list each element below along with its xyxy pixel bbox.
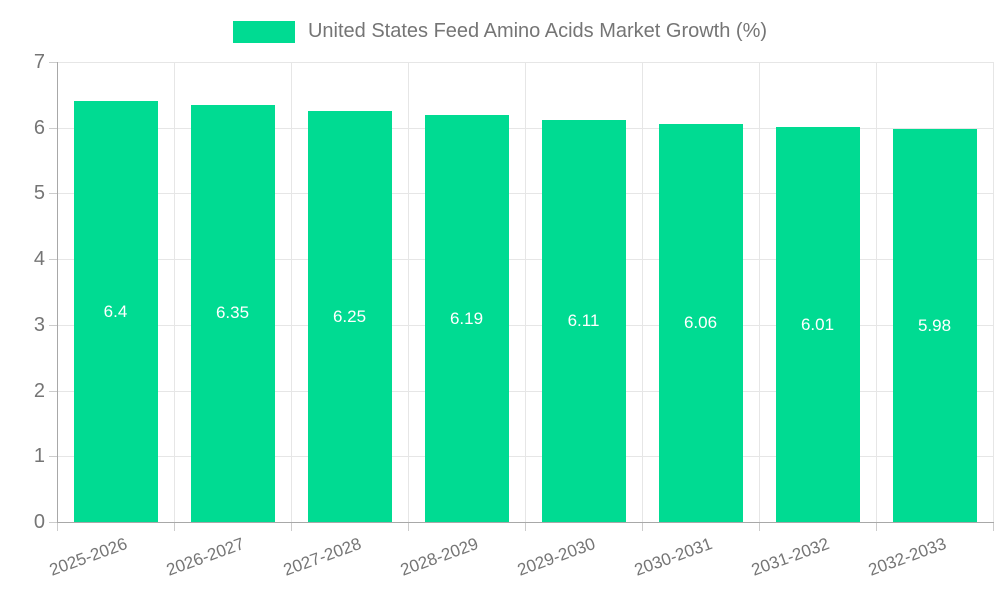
bar[interactable]: 6.4 xyxy=(73,101,158,522)
x-tick xyxy=(993,523,994,531)
x-axis-line xyxy=(57,522,994,523)
y-tick xyxy=(49,456,57,458)
bar-value-label: 6.11 xyxy=(567,311,600,331)
bar[interactable]: 6.06 xyxy=(658,123,743,522)
x-tick-label: 2032-2033 xyxy=(866,534,949,580)
y-tick-label: 0 xyxy=(33,511,45,533)
bar[interactable]: 5.98 xyxy=(892,129,977,522)
y-tick xyxy=(49,324,57,326)
gridline-v xyxy=(291,62,292,522)
bar-value-label: 6.19 xyxy=(449,308,484,328)
bar[interactable]: 6.35 xyxy=(190,104,275,522)
bar-value-label: 6.35 xyxy=(215,303,250,323)
x-tick xyxy=(174,523,175,531)
gridline-v xyxy=(525,62,526,522)
y-tick-label: 4 xyxy=(33,248,45,271)
x-tick xyxy=(408,523,409,531)
y-tick xyxy=(49,259,57,261)
y-tick-label: 2 xyxy=(33,379,45,402)
bar-value-label: 5.98 xyxy=(917,315,952,335)
y-tick xyxy=(49,193,57,195)
y-tick xyxy=(49,62,57,63)
x-tick xyxy=(291,523,292,531)
gridline-v xyxy=(642,62,643,522)
gridline-v xyxy=(759,62,760,522)
bar[interactable]: 6.01 xyxy=(775,127,860,522)
y-axis-line xyxy=(57,62,58,522)
legend-label: United States Feed Amino Acids Market Gr… xyxy=(307,20,768,42)
x-tick-label: 2026-2027 xyxy=(164,534,247,580)
x-tick-label: 2028-2029 xyxy=(398,534,481,580)
x-tick-label: 2030-2031 xyxy=(632,534,715,580)
y-tick-label: 3 xyxy=(33,313,45,336)
gridline-v xyxy=(876,62,877,522)
x-tick-label: 2025-2026 xyxy=(47,534,130,580)
bar-value-label: 6.4 xyxy=(103,301,128,321)
gridline-v xyxy=(993,62,994,522)
x-tick-label: 2029-2030 xyxy=(515,534,598,580)
bar-value-label: 6.25 xyxy=(332,306,367,326)
y-tick-label: 6 xyxy=(33,116,45,139)
bar[interactable]: 6.19 xyxy=(424,115,509,522)
legend[interactable]: United States Feed Amino Acids Market Gr… xyxy=(0,20,1000,43)
gridline-v xyxy=(408,62,409,522)
x-tick xyxy=(759,523,760,531)
legend-swatch[interactable] xyxy=(232,20,295,43)
x-tick xyxy=(642,523,643,531)
y-tick xyxy=(49,127,57,129)
gridline-v xyxy=(174,62,175,522)
x-tick-label: 2027-2028 xyxy=(281,534,364,580)
bar[interactable]: 6.25 xyxy=(307,111,392,522)
bar[interactable]: 6.11 xyxy=(541,120,626,522)
y-tick xyxy=(49,390,57,392)
x-tick xyxy=(57,523,58,531)
y-tick xyxy=(49,522,57,523)
x-tick xyxy=(876,523,877,531)
bar-value-label: 6.01 xyxy=(800,314,835,334)
y-tick-label: 5 xyxy=(33,182,45,205)
x-tick-label: 2031-2032 xyxy=(749,534,832,580)
y-tick-label: 1 xyxy=(33,445,45,468)
y-tick-label: 7 xyxy=(33,51,45,73)
x-tick xyxy=(525,523,526,531)
bar-value-label: 6.06 xyxy=(683,312,718,332)
